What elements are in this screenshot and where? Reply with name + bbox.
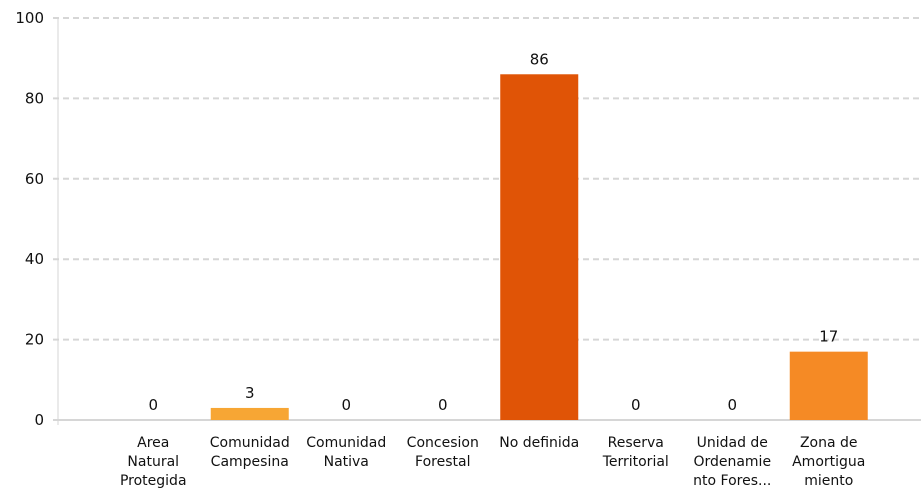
y-tick-label: 40 (25, 250, 44, 268)
x-tick-label: No definida (499, 435, 579, 451)
y-axis: 0 20 40 60 80 100 (15, 9, 59, 429)
data-label: 0 (438, 396, 448, 414)
y-tick-label: 80 (25, 89, 44, 107)
y-tick-label: 0 (34, 411, 44, 429)
data-label: 17 (819, 328, 838, 346)
bar (500, 74, 579, 420)
gridlines (53, 17, 921, 421)
y-tick-label: 60 (25, 170, 44, 188)
y-tick-label: 100 (15, 9, 44, 27)
y-tick-label: 20 (25, 331, 44, 349)
data-label: 0 (341, 396, 351, 414)
x-tick-label: Zona de Amortigua miento (792, 435, 865, 489)
x-tick-label: Comunidad Campesina (210, 435, 290, 470)
x-tick-label: Area Natural Protegida (120, 435, 187, 489)
data-label: 0 (148, 396, 158, 414)
data-label: 0 (631, 396, 641, 414)
data-label: 3 (245, 384, 255, 402)
x-tick-label: Reserva Territorial (602, 435, 669, 470)
bars: 0 3 0 0 86 0 0 17 (148, 50, 868, 420)
x-tick-label: Comunidad Nativa (306, 435, 386, 470)
x-tick-label: Concesion Forestal (407, 435, 479, 470)
data-label: 0 (727, 396, 737, 414)
x-tick-label: Unidad de Ordenamie nto Fores... (693, 435, 771, 489)
bar (210, 407, 289, 420)
bar (789, 351, 868, 420)
data-label: 86 (530, 50, 549, 68)
x-axis-labels: Area Natural Protegida Comunidad Campesina Co… (120, 435, 865, 489)
